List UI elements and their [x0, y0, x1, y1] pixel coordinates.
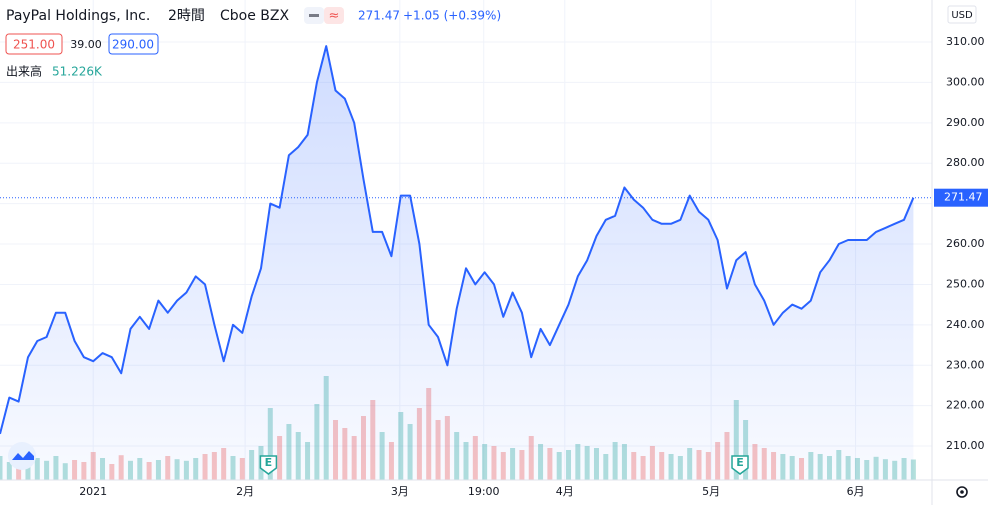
- y-tick-label: 310.00: [946, 35, 985, 48]
- event-label: E: [265, 456, 273, 469]
- x-tick-label: 6月: [847, 485, 865, 498]
- ask: 290.00: [112, 38, 154, 52]
- y-tick-label: 250.00: [946, 277, 985, 290]
- volume-last: 51.226K: [52, 65, 103, 79]
- pill-icon[interactable]: [324, 7, 344, 24]
- bid: 251.00: [13, 38, 55, 52]
- y-tick-label: 230.00: [946, 358, 985, 371]
- area-fill: [0, 46, 914, 480]
- last-price-tag: [934, 188, 988, 207]
- spread: 39.00: [70, 38, 102, 51]
- interval: 2時間: [168, 8, 205, 24]
- event-marker: [259, 455, 278, 475]
- pill-dash: [309, 14, 319, 17]
- pill-approx: ≈: [329, 9, 340, 24]
- currency-box[interactable]: [947, 5, 977, 24]
- x-tick-label: 19:00: [468, 485, 500, 498]
- y-tick-label: 260.00: [946, 237, 985, 250]
- currency: USD: [951, 10, 973, 21]
- y-tick-label: 300.00: [946, 75, 985, 88]
- ask-box[interactable]: [108, 33, 159, 55]
- logo[interactable]: [8, 442, 36, 470]
- event-label: E: [736, 456, 744, 469]
- y-tick-label: 240.00: [946, 318, 985, 331]
- x-tick-label: 4月: [556, 485, 574, 498]
- y-tick-label: 290.00: [946, 116, 985, 129]
- last-price-label: 271.47: [944, 191, 983, 204]
- x-tick-label: 5月: [702, 485, 720, 498]
- header-price: 271.47: [358, 9, 400, 23]
- header-change: +1.05 (+0.39%): [403, 9, 501, 23]
- event-marker: [731, 455, 749, 475]
- settings-icon[interactable]: [956, 486, 968, 498]
- volume-name: 出来高: [6, 64, 42, 79]
- y-tick-label: 210.00: [946, 439, 985, 452]
- y-tick-label: 220.00: [946, 399, 985, 412]
- exchange: Cboe BZX: [220, 8, 289, 24]
- x-tick-label: 2月: [236, 485, 254, 498]
- symbol-title: PayPal Holdings, Inc.: [6, 8, 150, 24]
- x-tick-label: 2021: [79, 485, 107, 498]
- x-tick-label: 3月: [391, 485, 409, 498]
- price-line: [0, 45, 915, 435]
- bid-box[interactable]: [5, 33, 63, 55]
- y-tick-label: 280.00: [946, 156, 985, 169]
